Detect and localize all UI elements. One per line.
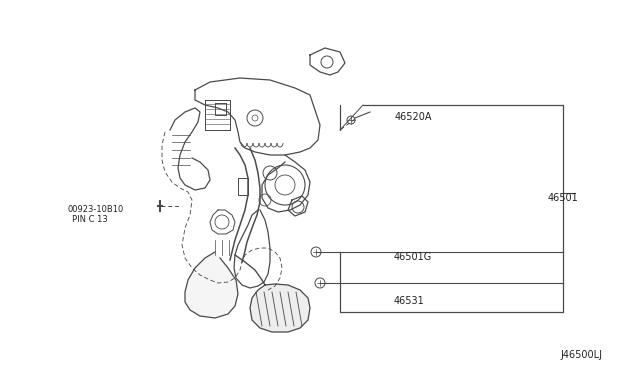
Text: 00923-10B10: 00923-10B10 — [68, 205, 124, 214]
Text: 46531: 46531 — [394, 296, 425, 306]
Text: 46520A: 46520A — [395, 112, 433, 122]
Text: PIN C 13: PIN C 13 — [72, 215, 108, 224]
Polygon shape — [185, 252, 238, 318]
Text: 46501: 46501 — [548, 193, 579, 203]
Text: J46500LJ: J46500LJ — [560, 350, 602, 360]
Text: 46501G: 46501G — [394, 252, 432, 262]
Polygon shape — [250, 284, 310, 332]
